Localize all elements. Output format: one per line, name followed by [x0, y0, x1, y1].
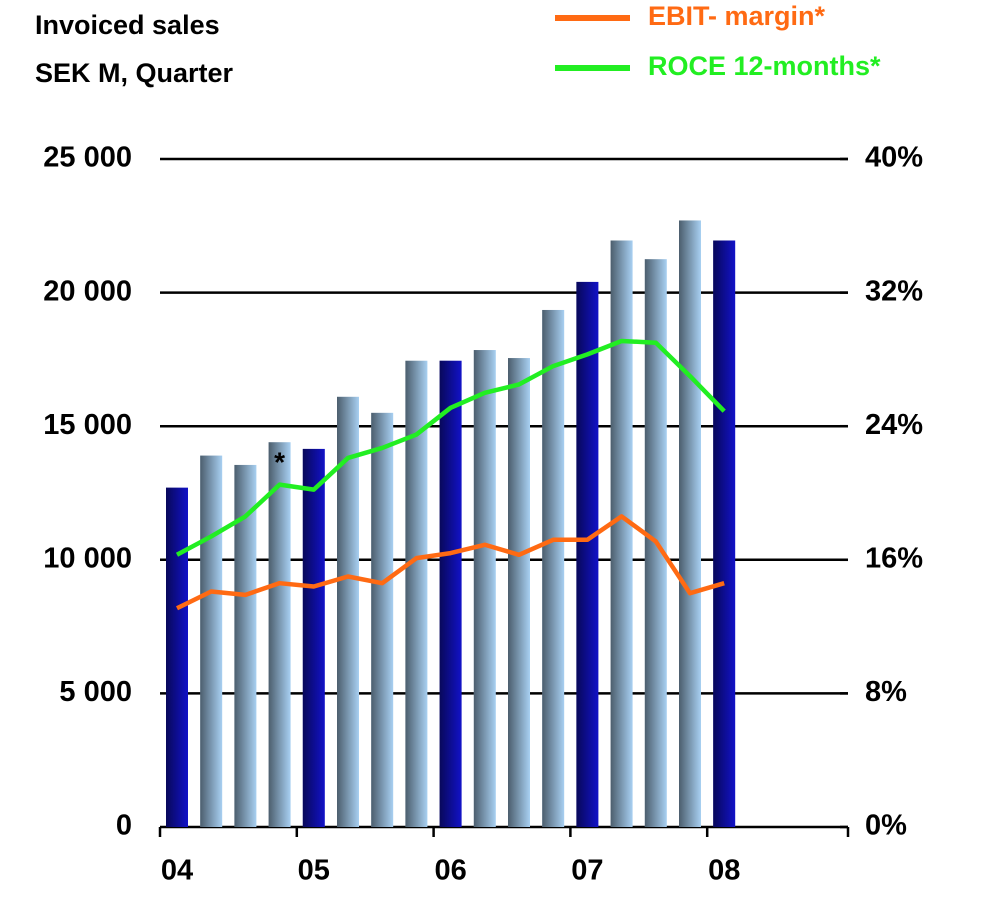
- y2-tick-label: 32%: [865, 275, 923, 307]
- y2-tick-label: 40%: [865, 142, 923, 174]
- y2-tick-label: 16%: [865, 542, 923, 574]
- line: [176, 514, 725, 611]
- bar-shade: [337, 396, 359, 827]
- chart-title: Invoiced sales: [35, 10, 220, 40]
- y-tick-label: 0: [116, 810, 132, 842]
- x-tick-label: 07: [571, 855, 603, 887]
- y2-tick-label: 24%: [865, 409, 923, 441]
- bar-shade: [508, 358, 530, 827]
- x-tick-label: 04: [161, 855, 193, 887]
- y-tick-label: 25 000: [43, 142, 132, 174]
- annotation: *: [274, 447, 285, 478]
- line: [175, 338, 726, 557]
- y-tick-label: 15 000: [43, 409, 132, 441]
- bar-shade: [200, 455, 223, 827]
- bar-shade: [166, 487, 188, 827]
- y-tick-label: 20 000: [43, 275, 132, 307]
- bar-shade: [610, 240, 633, 828]
- legend-label: ROCE 12-months*: [648, 51, 881, 81]
- bar-shade: [473, 350, 496, 827]
- y-tick-label: 10 000: [43, 542, 132, 574]
- bar-shade: [302, 448, 325, 827]
- bar-shade: [234, 464, 257, 827]
- bar-shade: [713, 240, 736, 828]
- bar-shade: [679, 220, 701, 827]
- y-tick-label: 5 000: [59, 676, 132, 708]
- x-tick-label: 05: [298, 855, 330, 887]
- chart-subtitle: SEK M, Quarter: [35, 58, 234, 88]
- x-tick-label: 08: [708, 855, 740, 887]
- bar-shade: [576, 281, 599, 827]
- y2-tick-label: 8%: [865, 676, 907, 708]
- bar-shade: [268, 442, 291, 827]
- y2-tick-label: 0%: [865, 810, 907, 842]
- bar-shade: [371, 412, 394, 827]
- bar-shade: [405, 360, 428, 827]
- bar-shade: [542, 309, 565, 827]
- legend-label: EBIT- margin*: [648, 1, 826, 31]
- x-tick-label: 06: [434, 855, 466, 887]
- bar-shade: [439, 360, 462, 827]
